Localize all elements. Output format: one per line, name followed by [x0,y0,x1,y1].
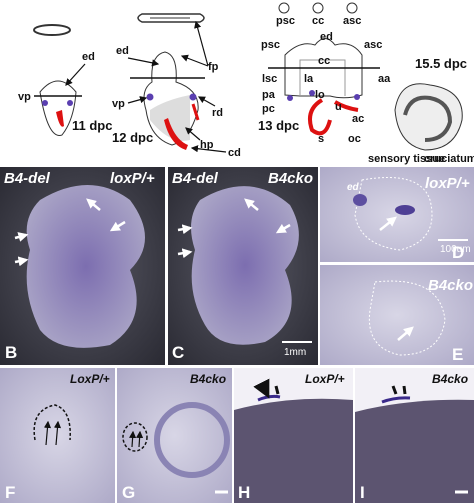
label: ed [116,45,129,57]
panel-label: B4-del [4,170,51,187]
panel-c: B4-del B4cko 1mm C [168,167,318,365]
label: asc [364,39,382,51]
stage-label: 12 dpc [112,130,153,145]
panel-g: B4cko G [117,368,232,503]
panel-label: B4-del [172,170,219,187]
label: cc [312,15,324,27]
label: cc [318,55,330,67]
panel-label: B4cko [432,372,468,386]
label: la [304,73,314,85]
panel-e: B4cko E [320,265,474,365]
panel-letter: F [5,483,15,502]
label: oc [348,133,361,145]
panel-h: LoxP/+ H [234,368,353,503]
stage-label: 11 dpc [72,118,112,133]
panel-label: B4cko [190,372,226,386]
panel-f: LoxP/+ F [0,368,115,503]
label: lsc [262,73,277,85]
panel-b: B4-del loxP/+ B [0,167,165,365]
panel-letter: G [122,483,135,502]
panel-label: loxP/+ [425,175,470,192]
label: cd [228,147,241,159]
schematic-11dpc: ed vp 11 dpc [18,24,112,136]
schematic-13dpc: psc cc asc ed psc asc cc lsc la aa pa lo… [258,2,391,145]
panel-label: LoxP/+ [305,372,345,386]
label: fp [208,61,219,73]
panel-letter: H [238,483,250,502]
label: vp [112,98,125,110]
label: ac [352,113,364,125]
label: vp [18,91,31,103]
panel-label: LoxP/+ [70,372,110,386]
stage-label: 15.5 dpc [415,56,467,71]
label: sensory tissue [368,153,445,165]
panel-label: B4cko [428,277,473,294]
label: u [335,101,342,113]
schematic-12dpc: fp ed vp rd hp cd 12 dpc [112,13,241,159]
panel-letter: B [5,343,17,362]
label: hp [200,139,214,151]
panel-letter: E [452,345,463,364]
panel-i: B4cko I [355,368,474,503]
label: psc [276,15,295,27]
label: pc [262,103,275,115]
label: s [318,133,324,145]
panel-letter: I [360,483,365,502]
panel-letter: C [172,343,184,362]
label: cruciatum [424,153,474,165]
scale-bar-label: 100um [440,244,471,255]
label: pa [262,89,276,101]
panel-label: loxP/+ [110,170,155,187]
label: aa [378,73,391,85]
label: asc [343,15,361,27]
label: ed [82,51,95,63]
panel-label: ed [347,182,360,193]
panel-letter: D [452,243,464,262]
panel-d: ed loxP/+ 100um D [320,167,474,262]
label: ed [320,31,333,43]
label: lo [315,89,325,101]
label: psc [261,39,280,51]
label: rd [212,107,223,119]
schematic-15dpc: 15.5 dpc sensory tissue cruciatum [368,56,474,165]
panel-label: B4cko [268,170,313,187]
scale-bar-label: 1mm [284,347,306,358]
stage-label: 13 dpc [258,118,299,133]
